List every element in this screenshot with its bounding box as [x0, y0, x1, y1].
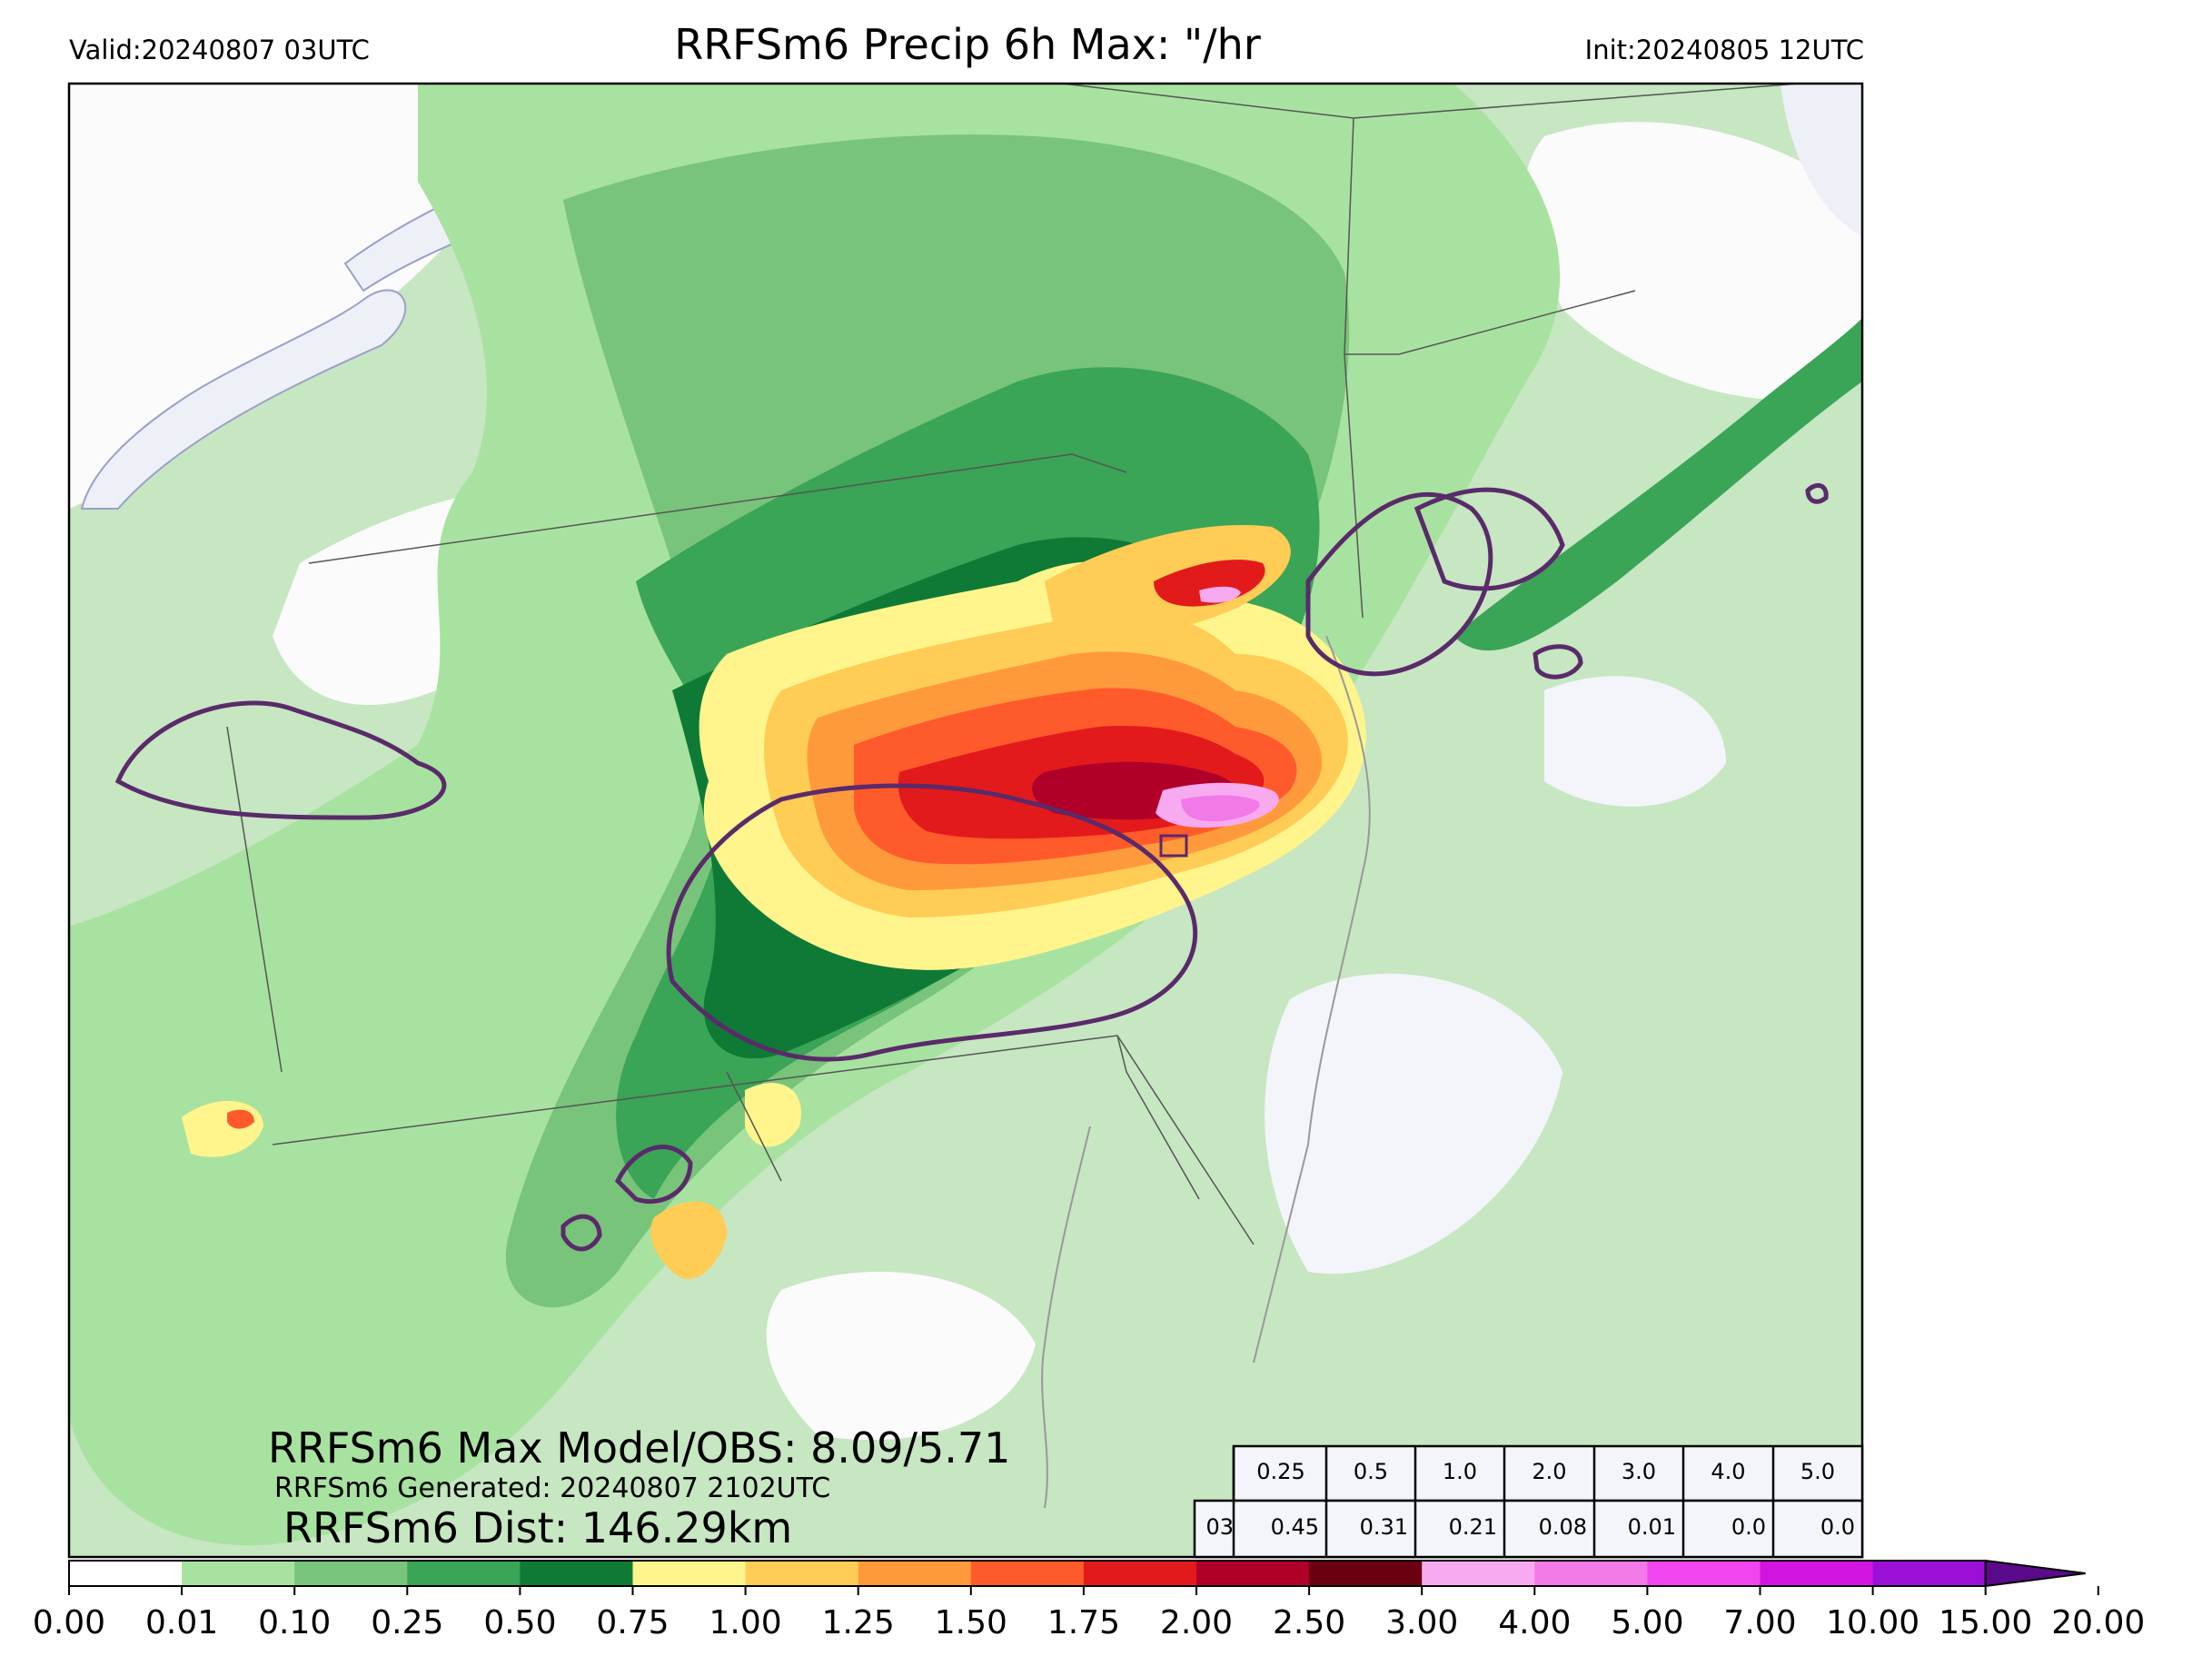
obs-contour-east-small — [1533, 644, 1583, 679]
obs-contours — [114, 482, 1829, 1252]
colorbar-segment — [1083, 1561, 1197, 1586]
obs-max-location-marker — [1159, 834, 1188, 858]
colorbar-tick-label: 2.50 — [1273, 1604, 1346, 1641]
obs-contour-maine — [1805, 482, 1829, 504]
colorbar-segment — [1872, 1561, 1987, 1586]
colorbar-segment — [1647, 1561, 1761, 1586]
colorbar-tick-label: 0.10 — [258, 1604, 332, 1641]
colorbar-segment — [970, 1561, 1085, 1586]
threshold-cell: 0.5 — [1353, 1459, 1389, 1484]
precip-cell-south-2 — [745, 1083, 801, 1147]
coastline — [1253, 635, 1371, 1364]
colorbar-tick-label: 4.00 — [1498, 1604, 1572, 1641]
gulf-of-maine — [1781, 84, 1862, 236]
threshold-table-grid — [1193, 1444, 1864, 1559]
threshold-cell: 5.0 — [1800, 1459, 1836, 1484]
colorbar-tick-label: 7.00 — [1723, 1604, 1797, 1641]
colorbar-tick-label: 10.00 — [1826, 1604, 1920, 1641]
precip-core-north-pink — [1199, 586, 1241, 603]
colorbar-segment — [182, 1561, 295, 1586]
colorbar-segment — [520, 1561, 633, 1586]
chesapeake-bay — [1041, 1126, 1091, 1509]
colorbar-tick-label: 1.25 — [821, 1604, 895, 1641]
colorbar-segment — [69, 1561, 183, 1586]
obs-contour-central — [666, 783, 1198, 1062]
table-row-label: 03 — [1205, 1514, 1234, 1540]
colorbar-segment — [1760, 1561, 1874, 1586]
colorbar — [68, 1559, 2099, 1595]
precip-band-northeast — [1453, 318, 1862, 651]
threshold-cell: 3.0 — [1621, 1459, 1657, 1484]
obs-contour-west — [114, 700, 447, 820]
precip-cell-south-1 — [650, 1201, 727, 1279]
colorbar-segment — [632, 1561, 747, 1586]
colorbar-tick-label: 0.00 — [32, 1604, 106, 1641]
colorbar-segment — [1534, 1561, 1648, 1586]
colorbar-segment — [1422, 1561, 1535, 1586]
colorbar-tick-label: 3.00 — [1385, 1604, 1459, 1641]
obs-contour-south-2 — [560, 1214, 602, 1252]
max-model-obs-label: RRFSm6 Max Model/OBS: 8.09/5.71 — [268, 1423, 1011, 1473]
map-title: RRFSm6 Precip 6h Max: "/hr — [674, 20, 1261, 69]
value-cell: 0.0 — [1820, 1514, 1855, 1540]
obs-contour-coast — [1413, 487, 1565, 591]
colorbar-segment — [1309, 1561, 1423, 1586]
colorbar-tick-label: 0.75 — [596, 1604, 670, 1641]
map-frame — [67, 82, 1864, 1559]
colorbar-tick-label: 1.50 — [934, 1604, 1007, 1641]
colorbar-tick-label: 0.25 — [371, 1604, 444, 1641]
threshold-cell: 0.25 — [1256, 1459, 1305, 1484]
colorbar-tick-label: 2.00 — [1159, 1604, 1234, 1641]
value-cell: 0.31 — [1359, 1514, 1408, 1540]
no-precip-area-east — [1265, 973, 1562, 1274]
no-precip-area-south — [766, 1272, 1036, 1441]
colorbar-tick-label: 1.75 — [1046, 1604, 1120, 1641]
colorbar-tick-label: 0.01 — [145, 1604, 219, 1641]
obs-contour-northeast — [1305, 491, 1493, 677]
threshold-cell: 1.0 — [1442, 1459, 1478, 1484]
valid-time-label: Valid:20240807 03UTC — [69, 35, 370, 65]
value-cell: 0.08 — [1538, 1514, 1587, 1540]
colorbar-tick-label: 0.50 — [483, 1604, 557, 1641]
colorbar-tick-label: 20.00 — [2051, 1604, 2146, 1641]
precip-cell-southwest-red — [227, 1109, 254, 1129]
distance-label: RRFSm6 Dist: 146.29km — [283, 1503, 793, 1552]
colorbar-tick-label: 15.00 — [1939, 1604, 2033, 1641]
value-cell: 0.45 — [1270, 1514, 1319, 1540]
colorbar-tick-label: 5.00 — [1611, 1604, 1684, 1641]
threshold-cell: 2.0 — [1532, 1459, 1567, 1484]
precip-field — [69, 84, 1862, 1557]
colorbar-segment — [1196, 1561, 1310, 1586]
colorbar-segment — [745, 1561, 859, 1586]
colorbar-segment — [407, 1561, 521, 1586]
no-precip-area-southeast — [1544, 676, 1726, 807]
threshold-cell: 4.0 — [1711, 1459, 1746, 1484]
init-time-label: Init:20240805 12UTC — [1584, 35, 1864, 65]
value-cell: 0.01 — [1627, 1514, 1676, 1540]
value-cell: 0.0 — [1731, 1514, 1766, 1540]
obs-contour-south-1 — [614, 1145, 693, 1205]
colorbar-segment — [294, 1561, 408, 1586]
colorbar-tick-label: 1.00 — [709, 1604, 782, 1641]
colorbar-segment — [858, 1561, 972, 1586]
state-boundaries — [226, 84, 1800, 1245]
colorbar-extend-arrow — [1984, 1559, 2086, 1588]
colorbar-frame — [68, 1560, 1987, 1587]
precip-band-5.00 — [1181, 795, 1260, 822]
generated-time-label: RRFSm6 Generated: 20240807 2102UTC — [274, 1473, 831, 1504]
lake-ontario — [80, 289, 407, 510]
no-precip-area-northeast — [1524, 122, 1862, 401]
value-cell: 0.21 — [1448, 1514, 1497, 1540]
